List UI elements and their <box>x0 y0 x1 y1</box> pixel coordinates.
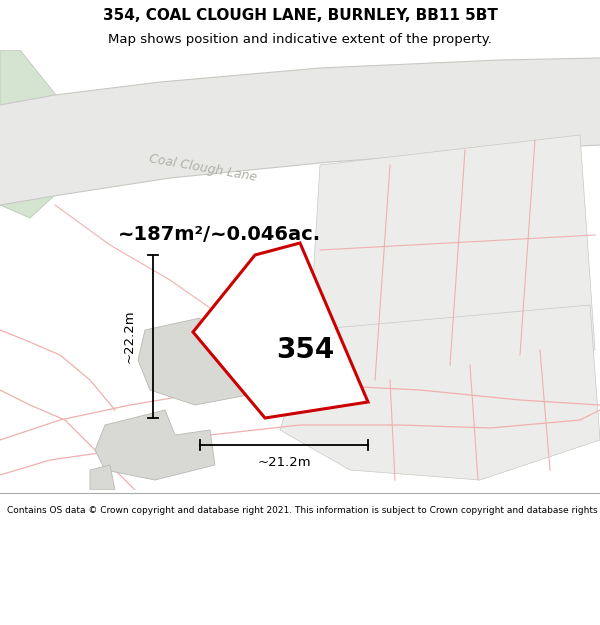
Polygon shape <box>138 318 248 405</box>
Polygon shape <box>95 410 215 480</box>
Text: ~21.2m: ~21.2m <box>257 456 311 469</box>
Polygon shape <box>193 243 368 418</box>
Text: ~22.2m: ~22.2m <box>122 309 136 363</box>
Polygon shape <box>0 50 70 218</box>
Text: 354: 354 <box>276 336 334 364</box>
Text: ~187m²/~0.046ac.: ~187m²/~0.046ac. <box>118 225 321 244</box>
Polygon shape <box>310 135 595 380</box>
Text: Coal Clough Lane: Coal Clough Lane <box>148 152 258 184</box>
Text: Contains OS data © Crown copyright and database right 2021. This information is : Contains OS data © Crown copyright and d… <box>7 506 600 515</box>
Polygon shape <box>90 465 115 490</box>
Polygon shape <box>280 305 600 480</box>
Text: Map shows position and indicative extent of the property.: Map shows position and indicative extent… <box>108 32 492 46</box>
Polygon shape <box>0 58 600 205</box>
Text: 354, COAL CLOUGH LANE, BURNLEY, BB11 5BT: 354, COAL CLOUGH LANE, BURNLEY, BB11 5BT <box>103 8 497 22</box>
